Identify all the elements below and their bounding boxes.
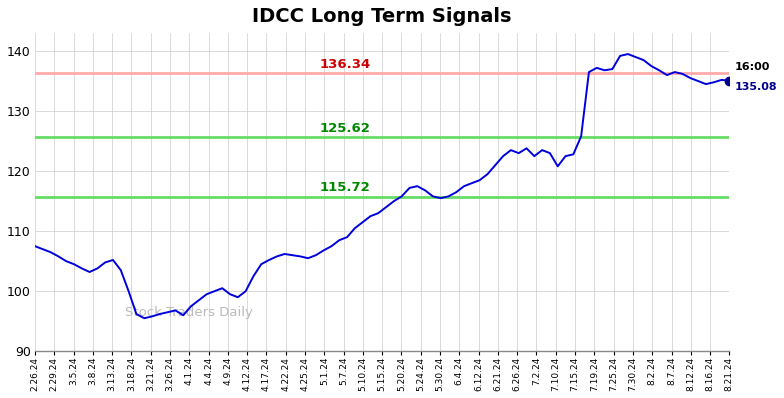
- Text: 136.34: 136.34: [320, 58, 371, 70]
- Text: 115.72: 115.72: [320, 181, 370, 195]
- Text: 125.62: 125.62: [320, 122, 371, 135]
- Title: IDCC Long Term Signals: IDCC Long Term Signals: [252, 7, 512, 26]
- Text: 16:00: 16:00: [735, 62, 771, 72]
- Text: 135.08: 135.08: [735, 82, 778, 92]
- Text: Stock Traders Daily: Stock Traders Daily: [125, 306, 253, 320]
